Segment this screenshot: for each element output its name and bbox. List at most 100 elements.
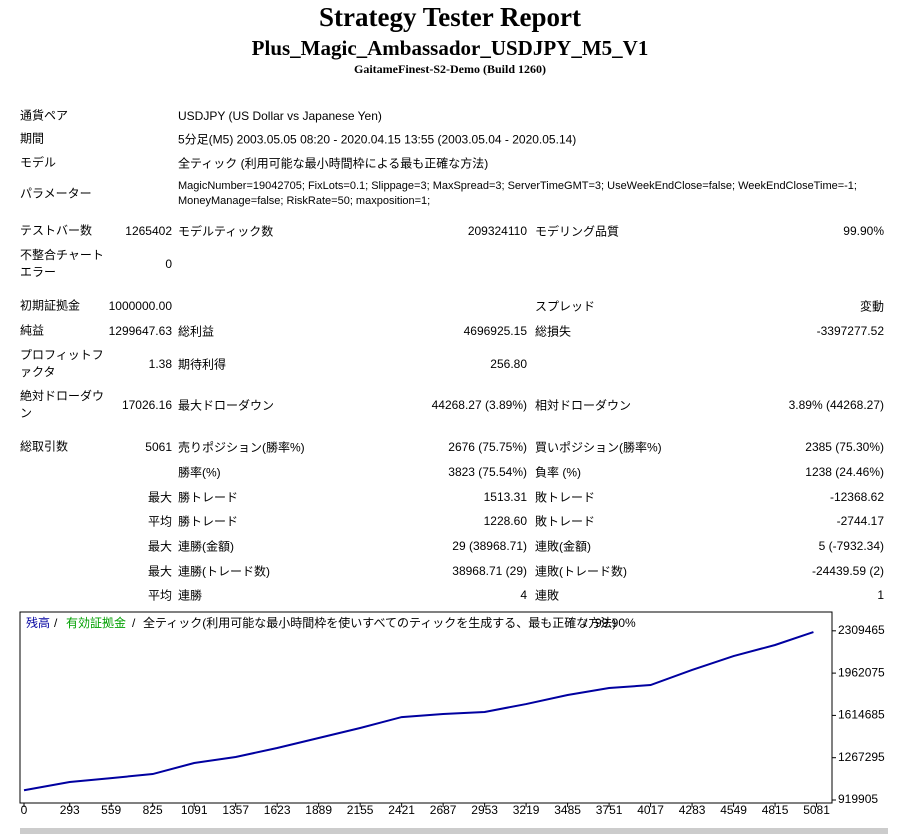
stat-value: 2676 (75.75%) [448, 440, 527, 454]
legend-sep: / [132, 616, 136, 630]
stat-label: 連勝(トレード数) [178, 564, 270, 579]
stat-label: 買いポジション(勝率%) [535, 440, 662, 455]
stat-value: 5061 [145, 440, 172, 454]
stat-value: 29 (38968.71) [452, 539, 527, 553]
legend-sep: / [584, 616, 588, 630]
x-tick-label: 3219 [513, 803, 540, 817]
stat-value: -12368.62 [829, 490, 884, 504]
info-label: 期間 [20, 131, 45, 146]
stat-value: 1238 (24.46%) [805, 465, 884, 479]
legend-sep: / [54, 616, 58, 630]
stat-label: 勝率(%) [178, 465, 221, 480]
x-tick-label: 2421 [388, 803, 415, 817]
legend-quality: 99.90% [595, 616, 636, 630]
stat-label: 不整合チャートエラー [20, 248, 104, 279]
stat-value: 17026.16 [121, 398, 172, 412]
x-tick-label: 2687 [430, 803, 457, 817]
stat-value: 2385 (75.30%) [805, 440, 884, 454]
stat-label: プロフィットファクタ [20, 348, 104, 379]
info-value: 5分足(M5) 2003.05.05 08:20 - 2020.04.15 13… [178, 132, 577, 147]
info-label: 通貨ペア [20, 108, 69, 123]
x-tick-label: 4815 [762, 803, 789, 817]
x-tick-label: 2155 [347, 803, 374, 817]
stat-label: 連敗(トレード数) [535, 564, 627, 579]
stat-value: 3.89% (44268.27) [788, 398, 884, 412]
plot-frame [19, 611, 833, 804]
stat-label: 連勝 [178, 588, 203, 603]
stat-value: 1 [877, 588, 884, 602]
stat-value: 平均 [147, 588, 172, 603]
stat-value: 1.38 [148, 357, 172, 371]
report-title: Strategy Tester Report [319, 2, 581, 32]
stat-value: 最大 [147, 539, 172, 554]
stat-label: 勝トレード [178, 490, 239, 505]
stat-label: モデルティック数 [178, 224, 274, 239]
x-tick-label: 4017 [637, 803, 664, 817]
x-tick-label: 293 [60, 803, 80, 817]
stat-label: 敗トレード [535, 490, 596, 505]
stat-label: スプレッド [535, 299, 596, 314]
stat-label: 売りポジション(勝率%) [178, 440, 305, 455]
stat-value: 5 (-7932.34) [818, 539, 884, 553]
balance-line [23, 631, 814, 792]
x-tick-label: 4549 [720, 803, 747, 817]
stat-label: 絶対ドローダウン [20, 389, 105, 420]
stat-value: 38968.71 (29) [452, 564, 527, 578]
stat-label: 初期証拠金 [20, 298, 81, 313]
x-tick-label: 2953 [471, 803, 498, 817]
y-tick-label: 1614685 [838, 708, 885, 722]
stat-value: 0 [165, 257, 172, 271]
stat-label: 負率 (%) [535, 465, 581, 480]
stat-value: 1000000.00 [108, 299, 172, 313]
stat-value: 44268.27 (3.89%) [431, 398, 527, 412]
stat-value: 99.90% [843, 224, 884, 238]
legend-equity: 有効証拠金 [66, 615, 126, 630]
y-tick-label: 919905 [838, 792, 878, 806]
chart: 残高 / 有効証拠金 / 全ティック(利用可能な最小時間枠を使いすべてのティック… [19, 611, 885, 817]
stat-label: 連敗 [535, 588, 560, 603]
stat-label: 連敗(金額) [535, 539, 591, 554]
stat-value: 1265402 [125, 224, 172, 238]
y-tick-label: 2309465 [838, 623, 885, 637]
stat-label: モデリング品質 [535, 224, 620, 239]
x-tick-label: 1623 [264, 803, 291, 817]
stat-value: 最大 [147, 564, 172, 579]
stat-value: 4 [520, 588, 527, 602]
stat-value: 1228.60 [483, 514, 527, 528]
stat-label: テストバー数 [20, 223, 93, 238]
x-tick-label: 4283 [679, 803, 706, 817]
info-value: MagicNumber=19042705; FixLots=0.1; Slipp… [178, 180, 857, 207]
stat-label: 相対ドローダウン [535, 398, 632, 413]
footer-bar [20, 828, 888, 834]
x-tick-label: 3485 [554, 803, 581, 817]
x-tick-label: 1889 [305, 803, 332, 817]
y-tick-label: 1267295 [838, 750, 885, 764]
stat-label: 総損失 [535, 324, 572, 339]
x-tick-label: 1357 [222, 803, 249, 817]
x-tick-label: 0 [21, 803, 28, 817]
stat-value: 1299647.63 [108, 324, 172, 338]
stat-value: 1513.31 [483, 490, 527, 504]
stat-label: 総取引数 [20, 439, 69, 454]
stat-value: 最大 [147, 490, 172, 505]
stat-label: 勝トレード [178, 514, 239, 529]
info-label: モデル [20, 155, 57, 170]
x-tick-label: 825 [143, 803, 163, 817]
stat-value: 3823 (75.54%) [448, 465, 527, 479]
x-tick-label: 3751 [596, 803, 623, 817]
x-tick-label: 1091 [181, 803, 208, 817]
stat-value: -3397277.52 [816, 324, 884, 338]
legend-caption: 全ティック(利用可能な最小時間枠を使いすべてのティックを生成する、最も正確な方法… [143, 615, 616, 630]
stat-label: 最大ドローダウン [178, 398, 275, 413]
stat-label: 敗トレード [535, 514, 596, 529]
x-tick-label: 5081 [803, 803, 830, 817]
legend-balance: 残高 [26, 615, 50, 630]
stat-value: 4696925.15 [463, 324, 527, 338]
stat-value: 変動 [859, 299, 884, 314]
info-value: USDJPY (US Dollar vs Japanese Yen) [178, 109, 382, 123]
report-subtitle: Plus_Magic_Ambassador_USDJPY_M5_V1 [251, 36, 649, 60]
info-value: 全ティック (利用可能な最小時間枠による最も正確な方法) [178, 156, 489, 171]
x-tick-label: 559 [101, 803, 121, 817]
stat-label: 純益 [20, 323, 45, 338]
